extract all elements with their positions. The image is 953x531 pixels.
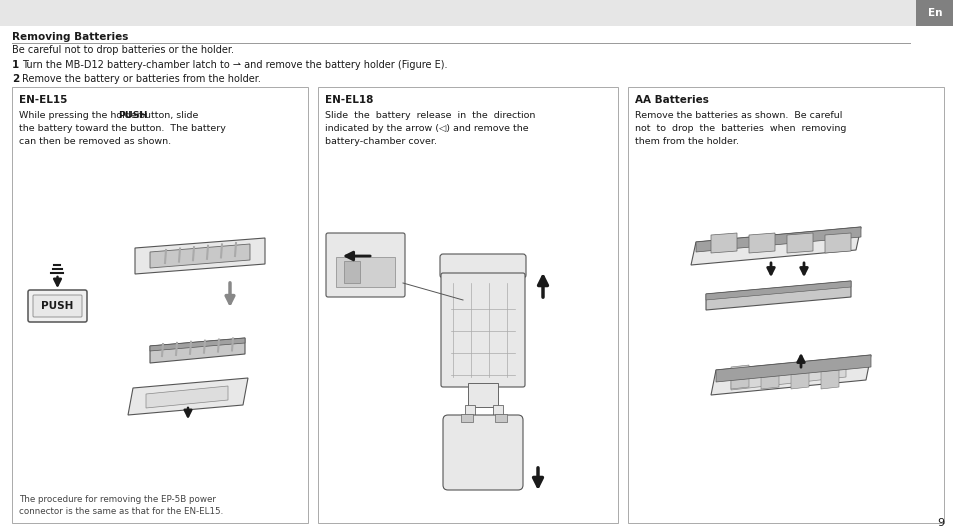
Bar	[460, 414, 473, 422]
Text: not  to  drop  the  batteries  when  removing: not to drop the batteries when removing	[635, 124, 845, 133]
Text: EN-EL15: EN-EL15	[19, 95, 68, 105]
Text: En: En	[926, 8, 942, 18]
Text: 2: 2	[12, 74, 19, 84]
Text: PUSH: PUSH	[118, 111, 148, 120]
Polygon shape	[748, 233, 774, 253]
Bar	[335, 257, 395, 287]
Text: 1: 1	[12, 60, 19, 70]
Text: Turn the MB-D12 battery-chamber latch to ⇀ and remove the battery holder (Figure: Turn the MB-D12 battery-chamber latch to…	[22, 60, 447, 70]
Polygon shape	[146, 386, 228, 408]
Polygon shape	[705, 281, 850, 310]
Polygon shape	[824, 233, 850, 253]
Polygon shape	[150, 338, 245, 363]
Polygon shape	[716, 355, 870, 382]
Text: The procedure for removing the EP-5B power: The procedure for removing the EP-5B pow…	[19, 495, 215, 504]
Text: Remove the battery or batteries from the holder.: Remove the battery or batteries from the…	[22, 74, 260, 84]
Bar	[0, 0, 953, 26]
Polygon shape	[696, 227, 861, 252]
Text: 9: 9	[936, 518, 943, 528]
Polygon shape	[150, 338, 245, 351]
Polygon shape	[690, 227, 861, 265]
Polygon shape	[710, 233, 737, 253]
Text: them from the holder.: them from the holder.	[635, 137, 739, 146]
Polygon shape	[135, 238, 265, 274]
FancyBboxPatch shape	[440, 273, 524, 387]
Text: Be careful not to drop batteries or the holder.: Be careful not to drop batteries or the …	[12, 45, 233, 55]
Text: EN-EL18: EN-EL18	[325, 95, 373, 105]
Bar	[344, 261, 359, 283]
Bar	[915, 0, 953, 26]
Text: AA Batteries: AA Batteries	[635, 95, 708, 105]
Text: can then be removed as shown.: can then be removed as shown.	[19, 137, 171, 146]
Text: Slide  the  battery  release  in  the  direction: Slide the battery release in the directi…	[325, 111, 535, 120]
Text: indicated by the arrow (◁) and remove the: indicated by the arrow (◁) and remove th…	[325, 124, 528, 133]
FancyBboxPatch shape	[28, 290, 87, 322]
Text: While pressing the holder: While pressing the holder	[19, 111, 144, 120]
Polygon shape	[786, 233, 812, 253]
Polygon shape	[705, 281, 850, 300]
Text: button, slide: button, slide	[135, 111, 198, 120]
Text: battery-chamber cover.: battery-chamber cover.	[325, 137, 436, 146]
Polygon shape	[821, 365, 838, 389]
Bar	[495, 414, 506, 422]
Text: Removing Batteries: Removing Batteries	[12, 32, 129, 42]
Bar	[493, 405, 502, 417]
Polygon shape	[710, 355, 870, 395]
Polygon shape	[150, 244, 250, 268]
Polygon shape	[760, 365, 779, 389]
FancyBboxPatch shape	[439, 254, 525, 278]
Bar	[464, 405, 475, 417]
Bar	[12, 87, 308, 523]
Bar	[627, 87, 943, 523]
FancyBboxPatch shape	[442, 415, 522, 490]
FancyBboxPatch shape	[33, 295, 82, 317]
Polygon shape	[790, 365, 808, 389]
Text: PUSH: PUSH	[41, 301, 73, 311]
Polygon shape	[730, 365, 748, 389]
Text: the battery toward the button.  The battery: the battery toward the button. The batte…	[19, 124, 226, 133]
Text: connector is the same as that for the EN-EL15.: connector is the same as that for the EN…	[19, 507, 223, 516]
Polygon shape	[730, 363, 845, 390]
Polygon shape	[128, 378, 248, 415]
Bar	[468, 383, 497, 407]
Bar	[317, 87, 618, 523]
Text: Remove the batteries as shown.  Be careful: Remove the batteries as shown. Be carefu…	[635, 111, 841, 120]
FancyBboxPatch shape	[326, 233, 405, 297]
